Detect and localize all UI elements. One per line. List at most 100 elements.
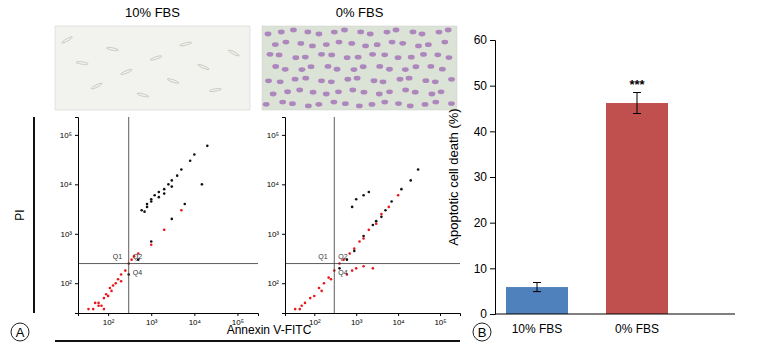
quadrant-label: Q2 [133, 253, 142, 261]
panel-label: A [11, 323, 29, 341]
micrograph-cell [399, 41, 406, 46]
y-axis-line [75, 118, 79, 314]
point [189, 159, 192, 162]
micrograph-cell [137, 92, 149, 97]
point [120, 280, 123, 283]
x-tick-label: 10⁵ [434, 318, 446, 327]
point [380, 213, 383, 216]
point [193, 153, 196, 156]
x-tick-mark [398, 313, 399, 316]
point [163, 229, 166, 232]
point [110, 290, 113, 293]
x-tick-mark [151, 313, 152, 316]
y-tick: 20 [474, 216, 495, 230]
point [124, 269, 127, 272]
x-tick-label: 10⁴ [392, 318, 405, 327]
point [362, 235, 365, 238]
micrograph-cell [369, 52, 376, 57]
micrograph-cell [448, 77, 455, 82]
micrograph-cell [397, 77, 404, 82]
point [150, 200, 153, 203]
significance-label: *** [629, 77, 645, 92]
micrograph-cell [344, 77, 351, 82]
y-tick-mark [75, 135, 78, 136]
y-tick: 10⁴ [60, 180, 78, 189]
error-bar-cap [533, 291, 541, 292]
micrograph [55, 26, 250, 110]
x-tick-label: 10⁴ [189, 318, 202, 327]
micrograph-cell [342, 101, 349, 106]
point [107, 295, 110, 298]
micrograph-cell [438, 89, 445, 94]
micrograph-cell [299, 67, 306, 72]
y-tick: 40 [474, 125, 495, 139]
micrograph-cell [265, 78, 272, 83]
micrograph-cell [422, 102, 429, 107]
y-tick-mark [282, 234, 285, 235]
y-tick: 10² [267, 279, 285, 288]
micrograph-cell [334, 67, 341, 72]
point [92, 308, 95, 311]
point [94, 302, 97, 305]
micrograph-cell [381, 52, 388, 57]
point [201, 183, 204, 186]
point [150, 198, 153, 201]
point [170, 185, 173, 188]
y-tick-mark [490, 268, 495, 269]
micrograph-background [55, 26, 250, 110]
micrograph-cell [328, 79, 335, 84]
point [158, 191, 161, 194]
y-tick: 10⁵ [267, 131, 285, 140]
point [97, 304, 100, 307]
point [153, 194, 156, 197]
point [351, 269, 354, 272]
point [358, 240, 361, 243]
x-axis-line [495, 314, 735, 315]
y-axis-line [282, 118, 286, 314]
x-tick-label: 10² [309, 318, 321, 327]
micrograph-cell [402, 67, 409, 72]
micrograph-cell [305, 104, 312, 109]
point [112, 284, 115, 287]
micrograph-cell [323, 42, 330, 47]
micrograph-cell [429, 92, 436, 97]
point [362, 194, 365, 197]
micrograph-cell [341, 28, 348, 33]
point [380, 216, 383, 219]
point [309, 297, 312, 300]
point [375, 222, 378, 225]
y-tick: 10 [474, 262, 495, 276]
point [298, 308, 301, 311]
micrograph-cell [209, 88, 221, 92]
y-tick-mark [75, 283, 78, 284]
point [117, 278, 120, 281]
micrograph-cell [309, 44, 316, 49]
micrograph-background [262, 26, 457, 110]
micrograph-cell [389, 40, 396, 45]
point [180, 168, 183, 171]
y-tick-label: 40 [474, 125, 488, 139]
micrograph-cell [335, 89, 342, 94]
micrograph-cell [412, 90, 419, 95]
point [140, 209, 143, 212]
y-tick-mark [490, 314, 495, 315]
micrograph-cell [376, 64, 383, 69]
plot-area [506, 93, 668, 314]
micrograph-cell [304, 30, 311, 35]
column-title: 0% FBS [336, 5, 384, 20]
point [158, 196, 161, 199]
x-tick: 10% FBS [512, 322, 563, 336]
point [353, 247, 356, 250]
micrograph-cell [302, 55, 309, 60]
x-axis: 10²10³10⁴10⁵ [286, 313, 461, 327]
y-tick-mark [490, 131, 495, 132]
micrograph-cell [272, 64, 279, 69]
micrograph-cell [419, 32, 426, 37]
y-tick-mark [75, 184, 78, 185]
micrograph-cell [395, 101, 402, 106]
y-tick: 10⁴ [267, 180, 285, 189]
x-axis-title-rule [55, 340, 460, 342]
micrograph-cell [330, 100, 337, 105]
micrograph-cell [292, 77, 299, 82]
micrograph-cell [408, 55, 415, 60]
